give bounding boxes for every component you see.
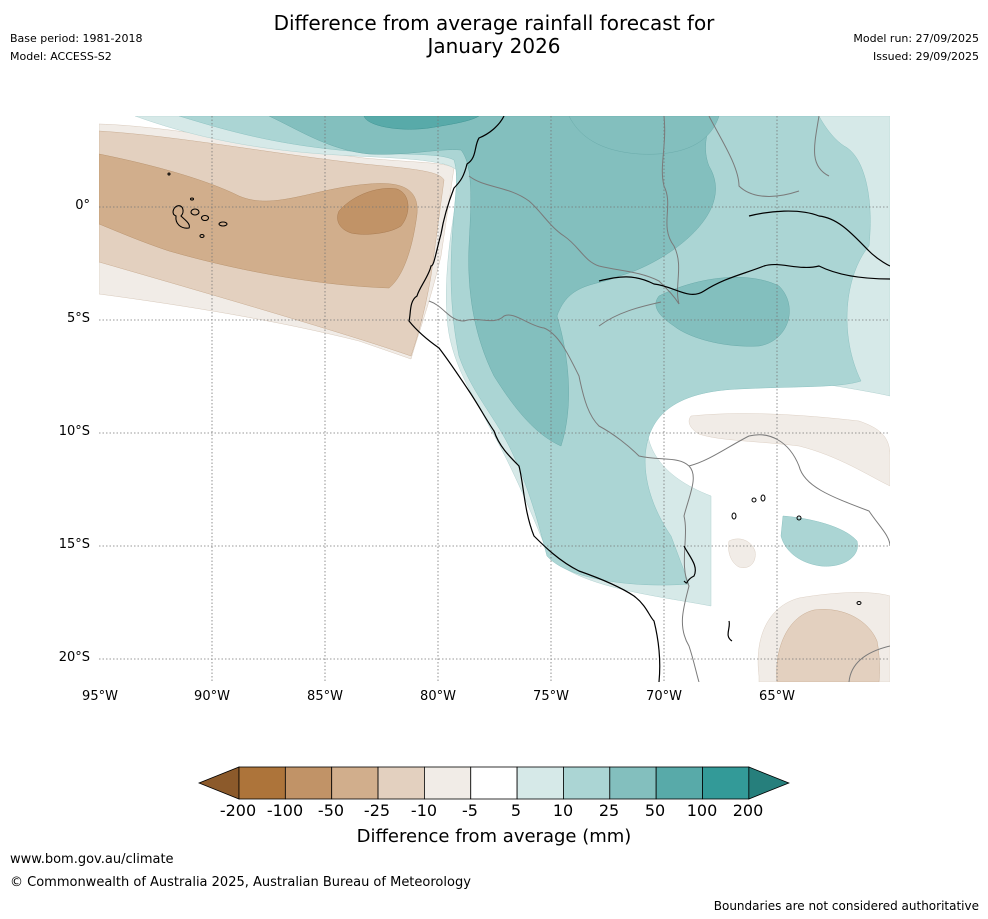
wet-region-50mm	[363, 116, 480, 130]
lat-label-15s: 15°S	[58, 537, 90, 552]
colorbar-tick-100: 100	[686, 801, 718, 820]
dry-region-5mm-small	[728, 538, 756, 568]
colorbar-cell	[702, 766, 750, 800]
colorbar-cell	[516, 766, 564, 800]
lon-label-95w: 95°W	[82, 689, 118, 704]
lat-label-5s: 5°S	[66, 311, 90, 326]
dry-region-5mm-central	[688, 413, 890, 487]
colorbar-cell	[423, 766, 472, 800]
wet-region-25mm	[268, 116, 716, 447]
disclaimer-text: Boundaries are not considered authoritat…	[713, 899, 979, 913]
colorbar-tick-minus-10: -10	[410, 801, 438, 820]
colorbar-cell	[377, 766, 425, 800]
metadata-left: Base period: 1981-2018 Model: ACCESS-S2	[10, 30, 142, 66]
colorbar-label: Difference from average (mm)	[356, 826, 632, 847]
dry-region-10mm-southeast	[776, 609, 880, 682]
colorbar-cell	[609, 766, 657, 800]
colorbar-tick-minus-100: -100	[266, 801, 304, 820]
website-link[interactable]: www.bom.gov.au/climate	[10, 852, 174, 867]
colorbar-cell	[284, 766, 333, 800]
colorbar-cell	[238, 766, 286, 800]
wet-region-10mm-bolivia	[780, 515, 858, 567]
colorbar-tick-10: 10	[552, 801, 574, 820]
colorbar-tick-5: 5	[510, 801, 522, 820]
coastline	[408, 116, 890, 682]
colorbar-cell	[655, 766, 703, 800]
dry-region-25mm	[99, 153, 418, 289]
issued-text: Issued: 29/09/2025	[872, 50, 979, 63]
lon-label-75w: 75°W	[533, 689, 569, 704]
lon-label-65w: 65°W	[759, 689, 795, 704]
colorbar-cell	[563, 766, 611, 800]
colorbar-tick-minus-5: -5	[462, 801, 478, 820]
title-line-1: Difference from average rainfall forecas…	[273, 11, 715, 35]
lat-label-10s: 10°S	[58, 424, 90, 439]
colorbar-cell	[470, 766, 518, 800]
model-text: Model: ACCESS-S2	[10, 50, 112, 63]
dry-region-50mm	[337, 188, 409, 235]
country-borders	[428, 116, 890, 682]
colorbar-tick-200: 200	[732, 801, 764, 820]
base-period-text: Base period: 1981-2018	[10, 32, 143, 45]
colorbar-cell	[331, 766, 379, 800]
title-line-2: January 2026	[427, 34, 561, 58]
colorbar-tick-50: 50	[644, 801, 666, 820]
colorbar-tick-minus-50: -50	[317, 801, 345, 820]
wet-region-25mm-north	[568, 116, 720, 155]
lon-label-70w: 70°W	[646, 689, 682, 704]
metadata-right: Model run: 27/09/2025 Issued: 29/09/2025	[853, 30, 979, 66]
lat-label-0: 0°	[75, 198, 90, 213]
colorbar-tick-minus-200: -200	[219, 801, 257, 820]
copyright-text: © Commonwealth of Australia 2025, Austra…	[10, 875, 471, 890]
lon-label-80w: 80°W	[420, 689, 456, 704]
lon-label-85w: 85°W	[307, 689, 343, 704]
colorbar-tick-minus-25: -25	[363, 801, 391, 820]
map-title: Difference from average rainfall forecas…	[0, 12, 988, 58]
small-lakes	[731, 494, 862, 605]
model-run-text: Model run: 27/09/2025	[853, 32, 979, 45]
lat-label-20s: 20°S	[58, 650, 90, 665]
rainfall-anomaly-map	[99, 116, 890, 682]
lon-label-90w: 90°W	[194, 689, 230, 704]
colorbar-tick-25: 25	[598, 801, 620, 820]
colorbar	[198, 766, 790, 800]
colorbar-extend-low	[198, 766, 240, 800]
colorbar-extend-high	[748, 766, 790, 800]
galapagos-islands	[167, 172, 228, 239]
